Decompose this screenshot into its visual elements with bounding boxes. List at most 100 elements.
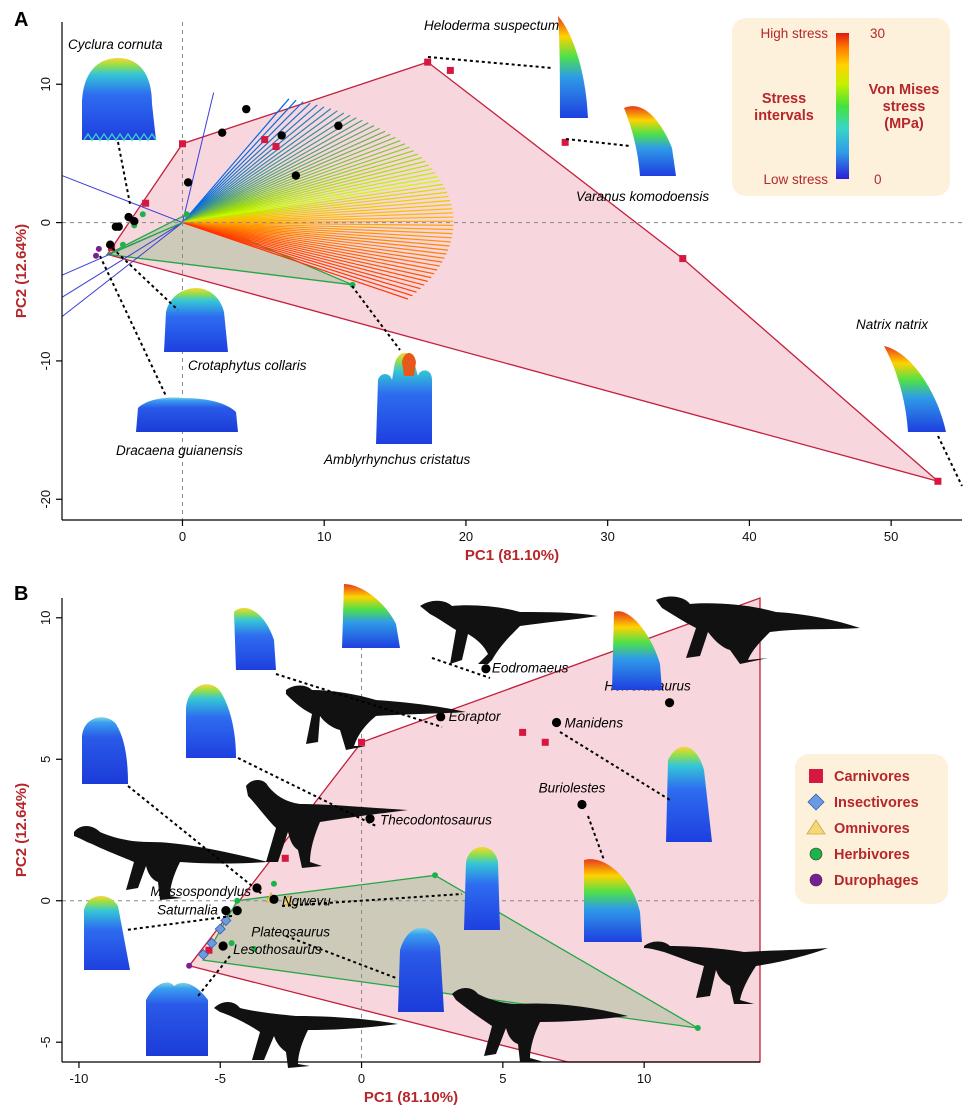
label-dracaena-guianensis: Dracaena guianensis <box>116 443 243 458</box>
data-point <box>519 728 527 736</box>
panel-a-plot: 0 10 20 30 40 50 -20 -10 0 10 PC1 (81.10%) PC2 (12.… <box>13 22 962 564</box>
vector-line-blue <box>61 222 183 298</box>
y-axis-title: PC2 (12.64%) <box>13 224 30 318</box>
vector-line <box>182 221 454 226</box>
dinosaur-silhouettes <box>74 596 860 1068</box>
leader-eoraptor <box>275 673 443 728</box>
taxon-point <box>664 698 675 708</box>
label-natrix-natrix: Natrix natrix <box>856 317 929 332</box>
vector-line-blue <box>61 222 183 318</box>
diet-legend-items: Carnivores Insectivores Omnivores Herbivore… <box>806 769 919 889</box>
vector-line <box>182 108 332 224</box>
y-tick-label: 0 <box>38 219 53 226</box>
diet-legend: Carnivores Insectivores Omnivores Herbivore… <box>795 754 948 904</box>
min-stress-value: 0 <box>874 172 882 187</box>
data-point <box>205 946 213 954</box>
tooth-thecodontosaurus <box>186 684 236 758</box>
data-point <box>349 281 356 288</box>
vector-line <box>182 183 444 224</box>
tooth-buriolestes <box>584 859 642 942</box>
leader-eodromaeus <box>431 657 491 679</box>
high-stress-label: High stress <box>760 26 828 41</box>
tooth-images-b <box>82 584 712 1056</box>
y-tick-label: 10 <box>38 611 53 625</box>
tooth-image-varanus <box>624 106 676 176</box>
data-point <box>694 1025 701 1032</box>
vector-line <box>182 221 453 235</box>
vector-line <box>182 222 413 297</box>
data-point <box>270 880 277 887</box>
herbivore-hull <box>105 213 353 286</box>
taxon-label: Lesothosaurus <box>233 942 322 957</box>
legend-label-insectivores: Insectivores <box>834 795 919 811</box>
max-stress-value: 30 <box>870 26 885 41</box>
vector-line <box>182 221 443 263</box>
vector-line <box>182 164 430 224</box>
silhouette-buriolestes <box>644 941 828 1004</box>
vector-line-blue <box>61 175 183 224</box>
silhouette-eoraptor <box>286 685 466 750</box>
tooth-image-natrix <box>884 346 946 432</box>
stress-vectors <box>61 92 454 318</box>
tooth-manidens <box>666 746 712 842</box>
legend-marker-omnivores <box>806 819 826 835</box>
data-point <box>197 948 209 961</box>
series-carnivores <box>108 58 942 485</box>
leader-crotaphytus <box>107 243 179 311</box>
data-point <box>183 178 193 187</box>
data-point <box>142 199 150 207</box>
silhouette-herrerasaurus <box>656 596 860 664</box>
species-labels-a: Cyclura cornuta Heloderma suspectum Vara… <box>68 18 963 487</box>
taxon-point <box>481 664 491 674</box>
vector-line <box>182 221 440 267</box>
vector-line <box>182 125 375 224</box>
stress-intervals-label-1: Stress <box>762 91 806 107</box>
vector-line <box>182 112 345 224</box>
leader-thecodontosaurus <box>237 757 377 827</box>
axes: 0 10 20 30 40 50 -20 -10 0 10 PC1 (81.10%) PC2 (12.… <box>13 22 962 564</box>
vector-line <box>182 168 433 224</box>
vector-line <box>182 122 369 224</box>
leader-heloderma <box>427 56 553 69</box>
vector-line <box>182 221 432 279</box>
data-point <box>95 245 102 252</box>
x-tick-label: 10 <box>317 529 331 544</box>
x-tick-label: 20 <box>459 529 473 544</box>
silhouette-plateosaurus <box>452 988 628 1062</box>
vector-line <box>182 221 435 275</box>
legend-label-herbivores: Herbivores <box>834 847 910 863</box>
von-mises-label-3: (MPa) <box>884 116 924 132</box>
data-point <box>291 171 301 180</box>
tooth-eoraptor <box>234 607 276 670</box>
taxon-label: Manidens <box>565 715 624 730</box>
data-point <box>432 872 439 879</box>
vector-line <box>182 187 446 224</box>
data-point <box>217 128 227 137</box>
data-point <box>261 136 269 144</box>
taxon-point <box>436 712 446 722</box>
tooth-image-heloderma <box>558 16 588 118</box>
y-tick-label: 0 <box>38 897 53 904</box>
x-axis-title: PC1 (81.10%) <box>465 547 559 564</box>
vector-line <box>182 150 414 224</box>
tooth-image-crotaphytus <box>164 288 228 352</box>
vector-line <box>182 221 450 247</box>
data-point <box>561 138 569 146</box>
vector-line <box>182 98 290 223</box>
series-herbivores <box>228 872 701 1032</box>
label-amblyrhynchus-cristatus: Amblyrhynchus cristatus <box>323 452 471 467</box>
stress-legend: High stress Low stress 30 0 Stress inter… <box>732 18 950 196</box>
tooth-massospondylus <box>82 717 128 784</box>
legend-marker-carnivores <box>809 769 823 783</box>
series-durophages <box>93 245 102 259</box>
vector-line <box>182 157 422 224</box>
taxon-label: Eodromaeus <box>492 661 569 676</box>
label-crotaphytus-collaris: Crotaphytus collaris <box>188 358 307 373</box>
x-tick-label: 0 <box>179 529 186 544</box>
panel-letter-b: B <box>14 583 28 605</box>
data-point <box>139 211 146 218</box>
vector-line <box>182 119 363 224</box>
vector-line <box>182 221 452 239</box>
vector-line <box>182 130 386 224</box>
vector-line <box>182 101 304 224</box>
